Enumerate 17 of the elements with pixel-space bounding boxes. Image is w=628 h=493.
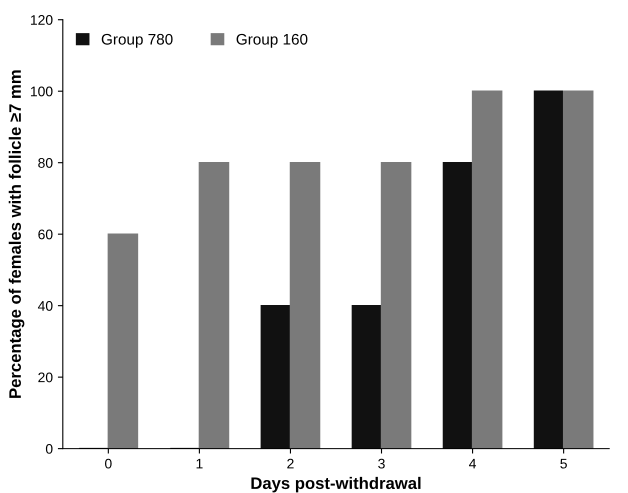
y-tick-label: 80 xyxy=(38,158,53,168)
y-tick-label: 100 xyxy=(30,86,53,96)
y-axis-title: Percentage of females with follicle ≥7 mm xyxy=(8,70,24,398)
legend-label: Group 780 xyxy=(102,34,173,48)
y-tick-label: 20 xyxy=(38,372,53,382)
legend-label: Group 160 xyxy=(236,34,308,48)
x-tick-label: 0 xyxy=(105,458,112,469)
y-tick-label: 120 xyxy=(30,15,53,25)
y-tick-label: 0 xyxy=(46,444,53,454)
y-tick-label: 60 xyxy=(38,230,53,240)
y-tick-label: 40 xyxy=(38,300,53,311)
x-tick-label: 5 xyxy=(560,458,567,469)
x-tick-label: 3 xyxy=(378,458,385,469)
x-tick-label: 4 xyxy=(469,458,476,468)
x-axis-title: Days post-withdrawal xyxy=(251,476,420,492)
x-tick-label: 1 xyxy=(196,458,203,468)
x-tick-label: 2 xyxy=(287,458,294,468)
